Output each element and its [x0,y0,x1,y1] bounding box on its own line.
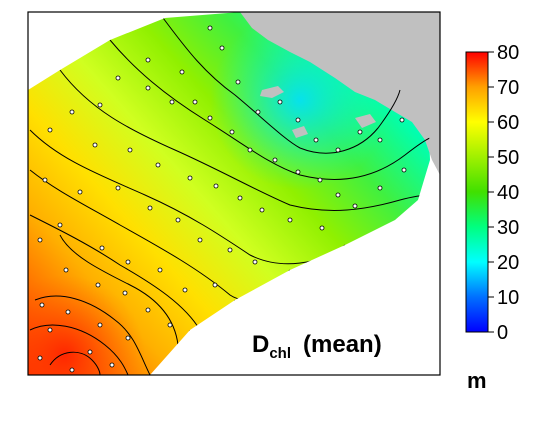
map-label-main: D [252,331,269,358]
colorbar-tick-label: 20 [497,252,519,274]
map-border [27,11,441,376]
island [355,114,376,128]
colorbar-tick-label: 60 [497,112,519,134]
map-label-suffix: (mean) [303,331,382,358]
colorbar-unit: m [467,368,487,393]
colorbar-tick-label: 40 [497,182,519,204]
colorbar-tick-label: 70 [497,77,519,99]
colorbar-ticks: 0 10 20 30 40 50 60 70 80 [488,42,519,344]
land-mass [240,12,440,175]
colorbar-tick-label: 30 [497,217,519,239]
station-points [37,25,407,373]
island [260,86,284,98]
colorbar-tick-label: 50 [497,147,519,169]
colorbar [465,51,489,333]
colorbar-tick-label: 80 [497,42,519,64]
map-label: Dchl (mean) [252,331,382,362]
colorbar-tick-label: 10 [497,287,519,309]
colorbar-tick-label: 0 [497,322,508,344]
island [292,126,308,138]
map-label-subscript: chl [269,345,291,362]
